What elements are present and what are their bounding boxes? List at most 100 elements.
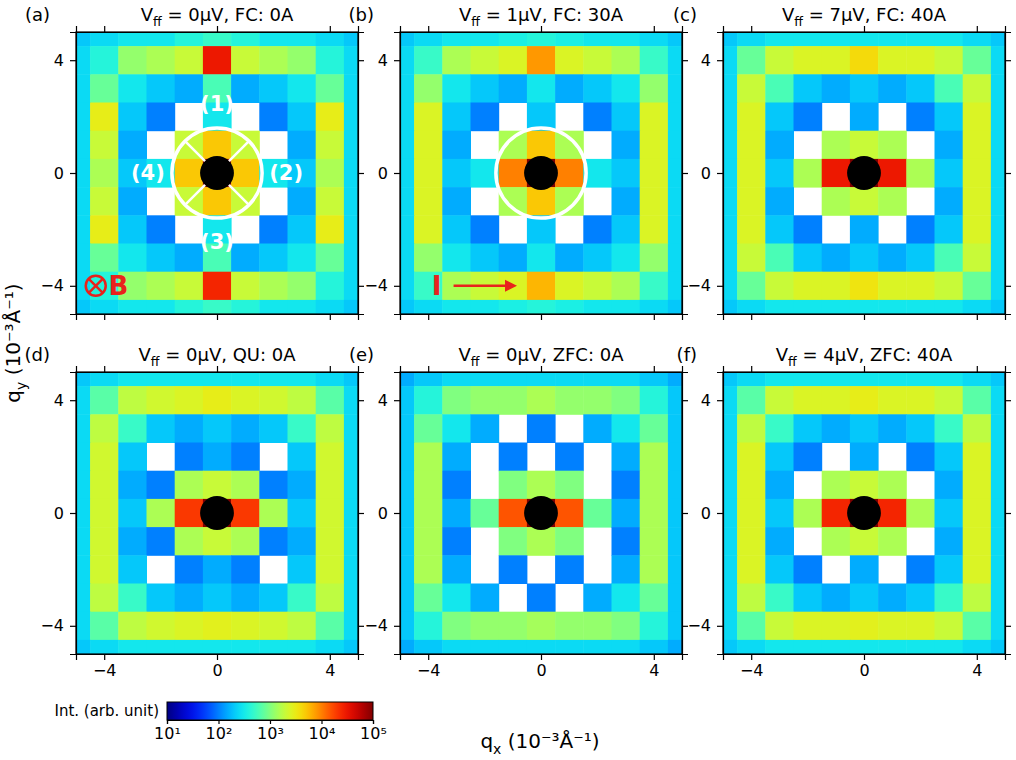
cell <box>963 215 992 244</box>
cell <box>583 584 612 613</box>
current-arrow-head <box>505 280 517 292</box>
cell <box>400 372 415 387</box>
cell <box>991 272 1005 301</box>
cell <box>316 584 345 613</box>
cell <box>316 103 345 132</box>
cell <box>822 300 851 314</box>
cell <box>203 555 232 584</box>
cell <box>76 372 91 387</box>
cell <box>203 300 232 314</box>
cell <box>414 414 443 443</box>
tick-mark <box>330 314 331 320</box>
tick <box>428 314 429 320</box>
tick <box>358 400 364 401</box>
cell <box>668 527 682 556</box>
cell <box>906 372 935 387</box>
cell <box>991 471 1005 500</box>
axis-line <box>724 655 1006 661</box>
cell <box>175 74 204 103</box>
cell <box>991 443 1005 472</box>
cell <box>640 32 669 47</box>
axis <box>1005 33 1011 315</box>
cell <box>499 159 528 188</box>
cell <box>850 74 879 103</box>
cell <box>555 527 584 556</box>
tick <box>541 26 542 32</box>
cell <box>118 300 147 314</box>
cell <box>471 300 500 314</box>
cell <box>76 131 91 160</box>
axis <box>682 373 688 655</box>
tick-label: −4 <box>687 616 711 635</box>
cell <box>175 640 204 654</box>
cell <box>147 499 176 528</box>
cell <box>316 612 345 641</box>
cell <box>555 499 584 528</box>
plot-background <box>723 372 1005 654</box>
tick-mark <box>70 626 76 627</box>
cell <box>765 555 794 584</box>
cell <box>147 386 176 415</box>
axis <box>401 26 683 33</box>
tick-mark <box>541 654 542 660</box>
cell <box>471 74 500 103</box>
cell <box>527 32 556 47</box>
cell <box>90 372 119 387</box>
cell <box>963 372 992 387</box>
tick-mark <box>104 314 105 320</box>
tick-mark <box>977 366 978 372</box>
cell <box>991 131 1005 160</box>
plot-background <box>76 32 358 314</box>
cell <box>118 443 147 472</box>
panel-title: Vff = 0μV, FC: 0A <box>141 4 294 29</box>
tick-mark <box>864 654 865 660</box>
cell <box>316 555 345 584</box>
cell <box>259 584 288 613</box>
cell <box>344 32 358 47</box>
cell <box>991 244 1005 273</box>
cell <box>442 555 471 584</box>
cell <box>259 527 288 556</box>
tick <box>541 366 542 372</box>
axis: −404 <box>77 654 359 680</box>
cell <box>231 414 260 443</box>
mask-ring <box>172 128 262 218</box>
cell <box>822 612 851 641</box>
cell <box>288 300 317 314</box>
panel-title: Vff = 1μV, FC: 30A <box>459 4 624 29</box>
cell <box>640 187 669 216</box>
cell <box>822 74 851 103</box>
panel-letter: (a) <box>25 4 50 25</box>
cell <box>737 215 766 244</box>
cell <box>344 46 358 75</box>
cell <box>175 159 204 188</box>
axis <box>77 314 359 320</box>
cell <box>90 46 119 75</box>
tick <box>358 60 364 61</box>
cell <box>765 612 794 641</box>
tick-mark <box>70 173 76 174</box>
axis: −404 <box>40 373 76 655</box>
tick-mark <box>1005 286 1011 287</box>
cell <box>765 527 794 556</box>
tick-mark <box>104 654 105 660</box>
axis-line <box>359 33 365 315</box>
tick-mark <box>751 366 752 372</box>
cell <box>118 527 147 556</box>
axis: −404 <box>364 373 400 655</box>
panel: −404 <box>687 18 1016 329</box>
cell <box>822 244 851 273</box>
cell <box>737 159 766 188</box>
axis <box>724 314 1006 320</box>
tick-mark <box>654 654 655 660</box>
cell <box>822 272 851 301</box>
cell <box>499 612 528 641</box>
cell <box>935 32 964 47</box>
tick <box>682 173 688 174</box>
axis: −404 <box>40 33 76 315</box>
cell <box>765 640 794 654</box>
cell <box>963 499 992 528</box>
cell <box>344 103 358 132</box>
cells <box>400 372 682 654</box>
cell <box>850 612 879 641</box>
